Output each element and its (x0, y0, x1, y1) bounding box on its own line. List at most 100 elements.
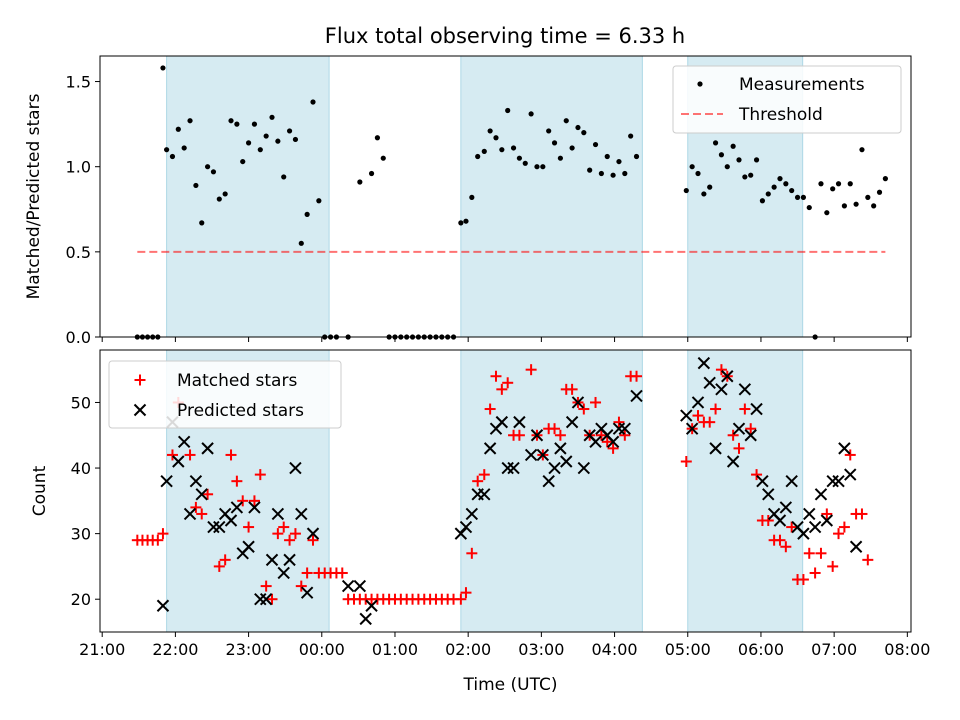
measurement-point (275, 138, 281, 144)
predicted-star-marker (306, 527, 320, 540)
predicted-star-marker (213, 520, 226, 534)
y-tick-label: 0.5 (66, 243, 91, 262)
measurement-point (251, 121, 258, 127)
predicted-star-marker (832, 474, 845, 488)
measurement-point (505, 107, 511, 114)
matched-star-marker (844, 449, 856, 461)
measurement-point (493, 135, 499, 141)
measurement-point (463, 218, 469, 224)
predicted-star-marker (571, 396, 585, 409)
matched-star-marker (196, 508, 208, 520)
matched-star-marker (513, 429, 525, 441)
legend-label-threshold: Threshold (738, 105, 823, 125)
shaded-interval (687, 349, 804, 633)
predicted-star-marker (744, 429, 757, 442)
matched-star-marker (166, 449, 178, 461)
measurement-point (876, 189, 883, 195)
matched-star-marker (484, 403, 496, 415)
predicted-star-marker (808, 520, 822, 534)
matched-star-marker (745, 423, 757, 435)
measurement-point (298, 240, 304, 246)
measurement-point (628, 133, 634, 139)
measurement-point (210, 169, 217, 175)
predicted-star-marker (820, 514, 834, 527)
predicted-star-marker (797, 527, 810, 540)
predicted-star-marker (353, 579, 367, 593)
measurement-point (316, 198, 322, 204)
y-tick-label: 30 (71, 525, 91, 544)
y-tick-label: 50 (71, 393, 91, 412)
measurement-point (269, 114, 275, 120)
shaded-interval (166, 55, 330, 338)
predicted-star-marker (844, 468, 857, 481)
x-axis-label: Time (UTC) (463, 675, 558, 695)
predicted-star-marker (732, 422, 746, 435)
x-tick-label: 00:00 (299, 640, 345, 659)
measurement-point (193, 182, 199, 189)
matched-star-marker (797, 574, 809, 586)
measurement-point (175, 126, 181, 132)
predicted-star-marker (762, 488, 775, 501)
measurement-point (835, 181, 842, 187)
measurement-point (164, 147, 170, 153)
bottom-panel: 21:00 22:00 23:00 00:00 01:00 02:00 03:00 04:00… (30, 349, 930, 695)
measurement-point (712, 140, 719, 146)
matched-star-marker (833, 528, 845, 540)
measurement-point (847, 181, 853, 187)
top-axes-frame (99, 55, 912, 338)
predicted-star-marker (133, 403, 147, 417)
predicted-star-marker (548, 461, 561, 475)
measurement-point (204, 164, 211, 170)
matched-star-marker (751, 469, 763, 481)
predicted-star-marker (680, 409, 693, 422)
x-tick-label: 23:00 (226, 640, 272, 659)
bottom-y-axis-label: Count (30, 465, 50, 516)
measurement-point (777, 176, 783, 182)
legend-marker-measurements (697, 81, 703, 87)
x-tick-label: 07:00 (811, 640, 857, 659)
measurement-point (853, 201, 859, 207)
chart-title: Flux total observing time = 6.33 h (325, 24, 685, 48)
predicted-star-marker (172, 455, 185, 468)
measurement-point (546, 128, 552, 134)
measurement-point (865, 194, 871, 200)
predicted-star-marker (248, 501, 261, 514)
matched-star-marker (490, 370, 502, 382)
matched-star-marker (554, 429, 566, 441)
predicted-star-marker (189, 474, 203, 488)
matched-star-marker (295, 580, 307, 592)
predicted-star-marker (265, 553, 279, 567)
legend-label-predicted: Predicted stars (177, 401, 304, 421)
y-tick-label: 1.0 (66, 158, 91, 177)
x-tick-label: 02:00 (445, 640, 491, 659)
measurement-point (263, 133, 269, 139)
bottom-legend: Matched stars Predicted stars (108, 360, 342, 429)
predicted-star-marker (756, 474, 769, 488)
matched-star-marker (157, 528, 169, 540)
predicted-star-marker (295, 507, 308, 521)
top-legend: Measurements Threshold (672, 65, 902, 134)
measurement-point (257, 147, 263, 153)
matched-star-marker (219, 554, 231, 566)
predicted-star-marker (589, 435, 602, 449)
predicted-star-marker (365, 599, 378, 612)
measurement-point (310, 99, 316, 105)
predicted-star-marker (177, 435, 191, 449)
predicted-star-marker (554, 442, 567, 455)
measurement-point (622, 170, 628, 177)
matched-star-marker (272, 528, 284, 540)
predicted-star-marker (300, 586, 314, 599)
matched-star-marker (231, 475, 243, 487)
measurement-point (304, 211, 310, 217)
predicted-star-marker (750, 402, 763, 416)
measurement-point (581, 130, 587, 136)
measurement-point (701, 191, 707, 197)
matched-star-marker (704, 416, 716, 428)
predicted-star-marker (738, 383, 752, 396)
measurement-point (748, 172, 754, 178)
predicted-star-marker (207, 520, 220, 534)
measurement-point (245, 140, 252, 146)
predicted-star-marker (536, 448, 550, 462)
predicted-star-marker (507, 461, 520, 475)
